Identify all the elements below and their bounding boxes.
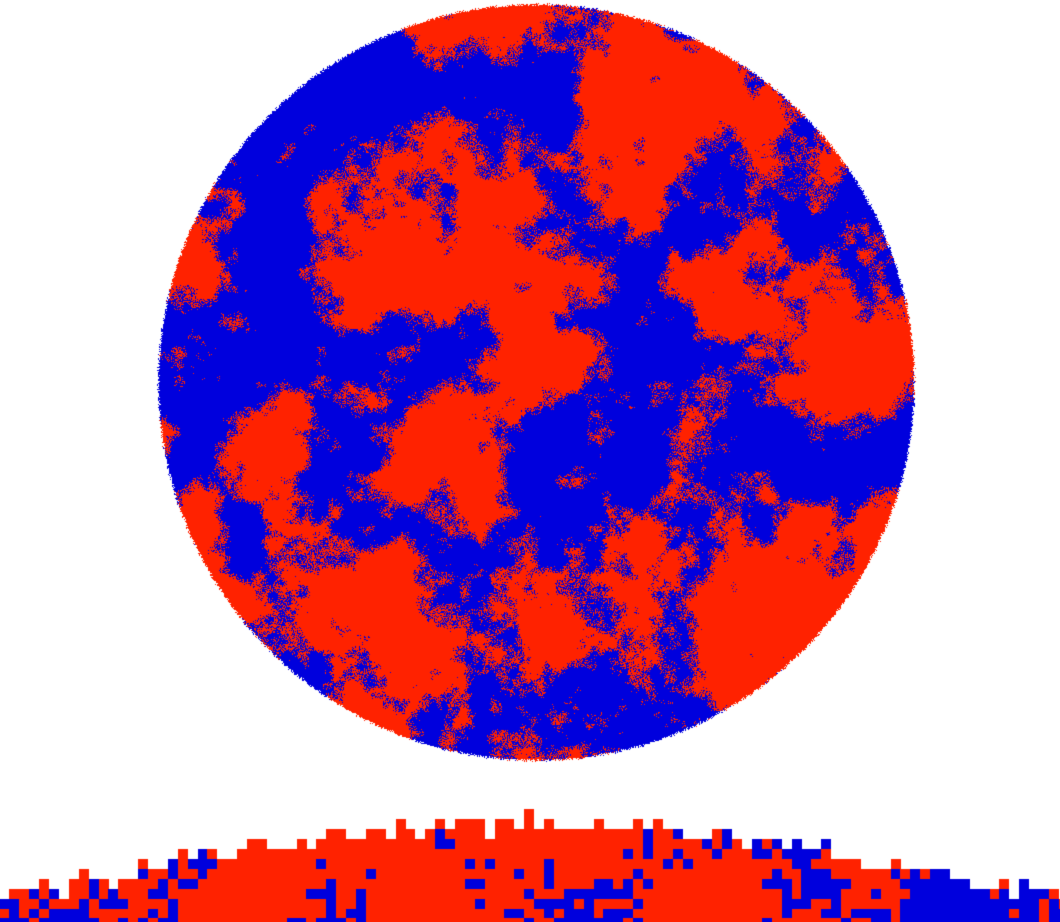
cross-section-strip-panel <box>0 800 1060 922</box>
disk-panel <box>0 0 1060 780</box>
